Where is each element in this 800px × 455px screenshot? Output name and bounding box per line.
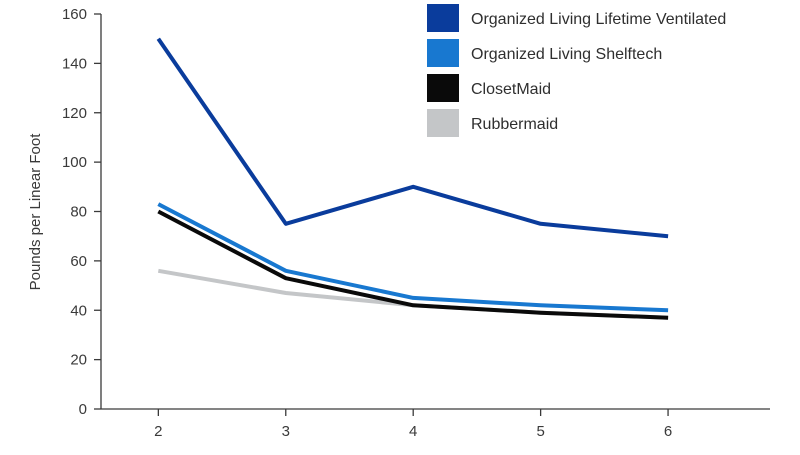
legend-swatch [427,109,459,137]
y-tick-label: 160 [62,6,87,23]
y-tick-label: 0 [79,401,87,418]
tick-labels: 0 20 40 60 80 100 120 140 160 2 3 4 5 6 [62,6,672,440]
legend-swatch [427,39,459,67]
axes [94,13,770,416]
legend-label: Organized Living Lifetime Ventilated [471,11,726,28]
y-axis-title: Pounds per Linear Foot [27,133,44,291]
legend-item-1: Organized Living Shelftech [427,39,662,67]
series-line-3 [157,268,669,320]
y-tick-label: 40 [70,302,87,319]
x-tick-label: 3 [282,423,290,440]
legend-swatch [427,4,459,32]
series-line-2 [157,209,669,320]
x-tick-label: 6 [664,423,672,440]
legend-item-3: Rubbermaid [427,109,558,137]
series-line-1 [157,202,669,313]
legend-swatch [427,74,459,102]
y-tick-label: 60 [70,253,87,270]
x-tick-label: 4 [409,423,417,440]
y-tick-label: 100 [62,154,87,171]
legend-label: ClosetMaid [471,81,551,98]
series-line-0 [156,37,669,239]
y-tick-label: 80 [70,204,87,221]
y-tick-label: 120 [62,105,87,122]
x-tick-label: 5 [536,423,544,440]
legend-label: Rubbermaid [471,116,558,133]
x-tick-label: 2 [154,423,162,440]
legend-label: Organized Living Shelftech [471,46,662,63]
y-tick-label: 20 [70,352,87,369]
legend: Organized Living Lifetime Ventilated Orga… [427,4,726,137]
legend-item-2: ClosetMaid [427,74,551,102]
y-tick-label: 140 [62,55,87,72]
series-lines [156,37,669,320]
legend-item-0: Organized Living Lifetime Ventilated [427,4,726,32]
